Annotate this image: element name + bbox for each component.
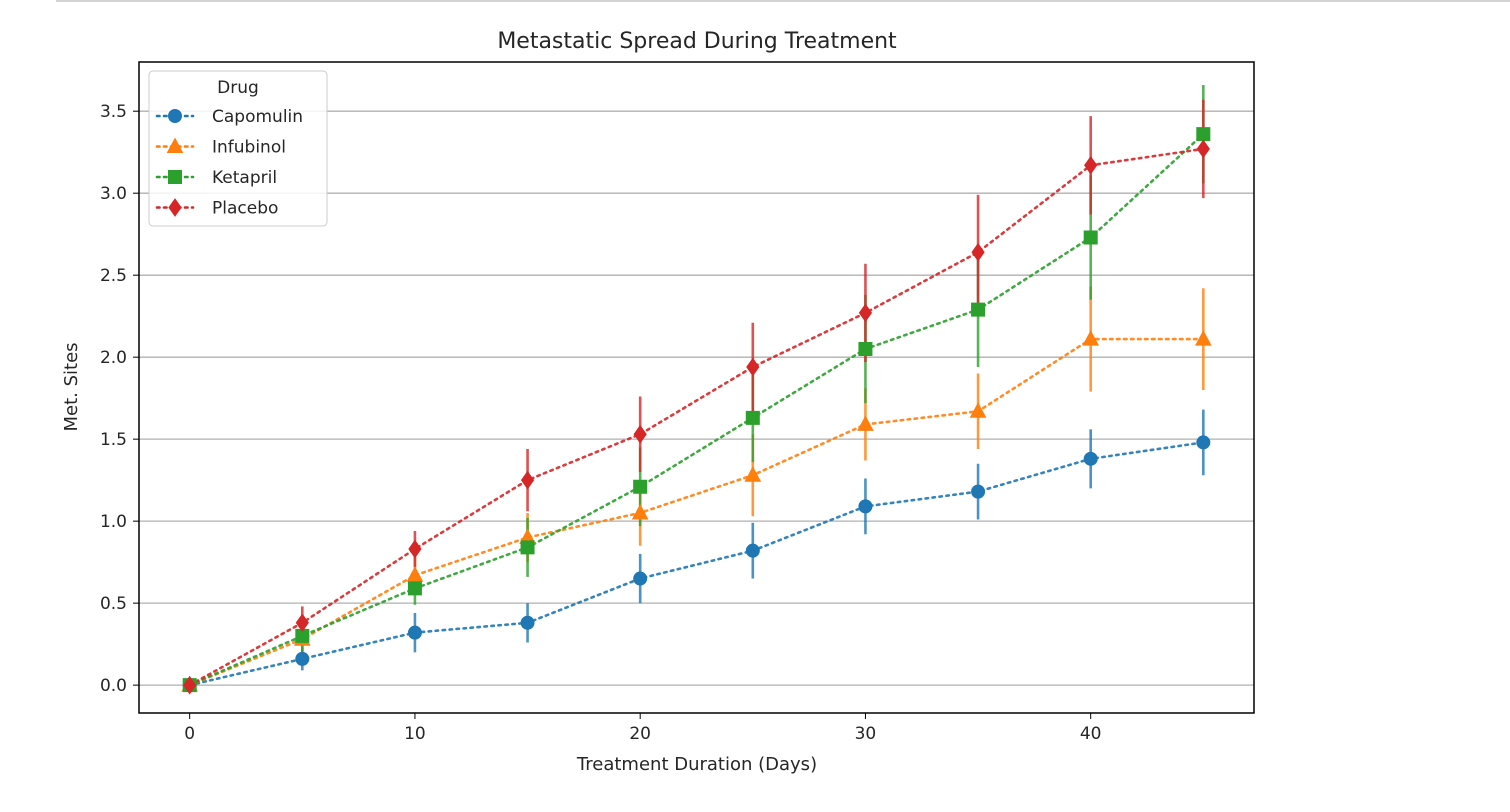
x-tick-label: 20: [629, 724, 651, 744]
y-tick-label: 1.0: [100, 512, 127, 532]
data-point-placebo: [1196, 139, 1210, 159]
data-point-capomulin: [858, 499, 873, 514]
data-point-placebo: [520, 470, 535, 490]
data-point-ketapril: [295, 628, 310, 643]
data-point-infubinol: [1082, 330, 1100, 346]
data-point-ketapril: [520, 540, 535, 555]
data-point-capomulin: [1196, 435, 1211, 450]
data-point-capomulin: [971, 484, 986, 499]
legend-box: [148, 70, 328, 227]
legend-marker-placebo: [168, 198, 182, 217]
series-line-placebo: [188, 147, 1205, 687]
legend-marker-ketapril: [168, 170, 182, 184]
legend-item-ketapril: Ketapril: [155, 168, 277, 188]
data-point-placebo: [1084, 155, 1098, 175]
data-point-infubinol: [631, 503, 649, 520]
data-point-infubinol: [406, 566, 424, 582]
x-tick-label: 30: [855, 724, 877, 744]
legend-marker-infubinol: [166, 137, 184, 153]
data-point-ketapril: [745, 410, 760, 425]
data-point-ketapril: [1083, 230, 1098, 245]
y-tick-label: 2.0: [100, 348, 127, 368]
y-axis-label: Met. Sites: [61, 342, 82, 431]
y-tick-label: 0.0: [100, 676, 127, 696]
x-tick-label: 40: [1080, 724, 1102, 744]
x-axis-label: Treatment Duration (Days): [576, 754, 817, 775]
y-axis: 0.0 0.5 1.0 1.5 2.0 2.5 3.0 3.5: [100, 102, 139, 696]
data-point-placebo: [971, 242, 985, 262]
legend-label: Placebo: [212, 199, 278, 219]
data-point-infubinol: [969, 402, 987, 418]
series-line-ketapril: [188, 132, 1205, 687]
legend-marker-capomulin: [168, 109, 182, 123]
legend-label: Capomulin: [212, 107, 303, 127]
legend-label: Infubinol: [212, 138, 286, 158]
y-tick-label: 2.5: [100, 266, 127, 286]
top-divider: [56, 0, 1510, 2]
data-point-placebo: [183, 675, 197, 695]
chart-title: Metastatic Spread During Treatment: [497, 29, 897, 54]
error-bars: [301, 84, 1205, 671]
legend-item-placebo: Placebo: [155, 198, 278, 219]
data-point-infubinol: [1194, 330, 1212, 346]
legend-title: Drug: [217, 78, 259, 98]
y-tick-label: 0.5: [100, 594, 127, 614]
legend-item-infubinol: Infubinol: [155, 137, 286, 158]
data-point-placebo: [295, 613, 309, 633]
series-line-capomulin: [188, 441, 1205, 687]
data-point-infubinol: [744, 466, 762, 482]
legend-label: Ketapril: [212, 168, 277, 188]
y-tick-label: 1.5: [100, 430, 127, 450]
data-point-capomulin: [745, 543, 760, 558]
data-point-capomulin: [1083, 451, 1098, 466]
data-point-capomulin: [407, 625, 422, 640]
legend-item-capomulin: Capomulin: [155, 107, 303, 127]
x-tick-label: 0: [184, 724, 195, 744]
data-point-capomulin: [633, 571, 648, 586]
data-point-capomulin: [295, 651, 310, 666]
data-point-placebo: [408, 539, 422, 559]
y-tick-label: 3.0: [100, 184, 127, 204]
x-axis: 0 10 20 30 40: [184, 713, 1102, 744]
data-point-infubinol: [857, 415, 874, 431]
series-lines: [188, 132, 1205, 687]
data-point-placebo: [746, 357, 760, 377]
data-point-placebo: [633, 424, 647, 444]
x-tick-label: 10: [404, 724, 426, 744]
gridlines: [139, 110, 1254, 686]
data-point-ketapril: [407, 581, 422, 596]
data-points: [181, 127, 1212, 695]
data-point-ketapril: [858, 341, 873, 356]
data-point-capomulin: [520, 615, 535, 630]
data-point-ketapril: [633, 479, 648, 494]
data-point-ketapril: [971, 302, 986, 317]
series-line-infubinol: [188, 337, 1205, 687]
y-tick-label: 3.5: [100, 102, 127, 122]
plot-frame: [138, 61, 1255, 714]
data-point-placebo: [858, 303, 873, 323]
legend: Drug Capomulin Infubinol Ketapril Placebo: [148, 70, 328, 227]
data-point-ketapril: [1196, 127, 1211, 142]
